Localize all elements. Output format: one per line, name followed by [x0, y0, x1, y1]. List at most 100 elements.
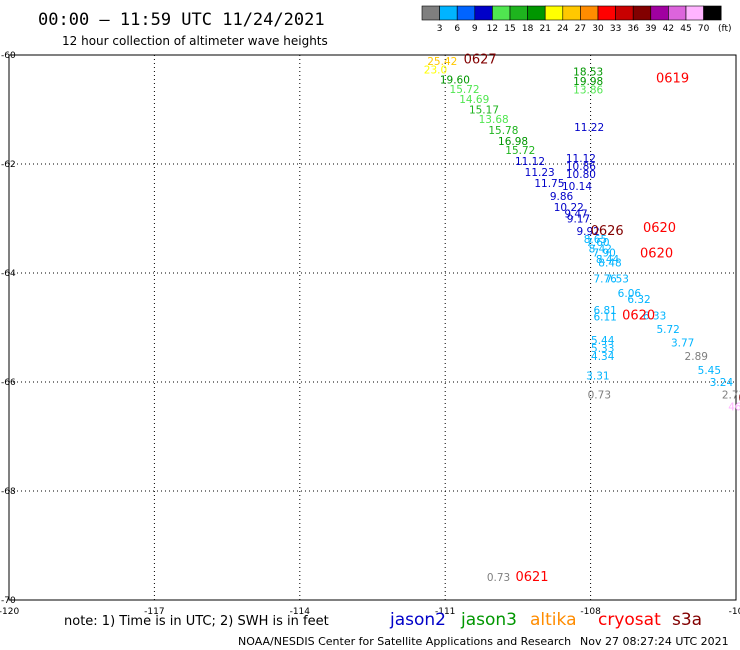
wave-height-value: 46.88 [728, 401, 740, 413]
x-axis-ticks: -120 -117 -114 -111 -108 -10 [0, 607, 740, 617]
y-axis-ticks: -60 -62 -64 -66 -68 -70 [1, 51, 16, 606]
satellite-label-s3a: s3a [672, 610, 702, 630]
legend-swatch [456, 5, 476, 21]
wave-height-value: 6.32 [627, 294, 650, 306]
wave-height-value: 10.22 [554, 202, 584, 214]
legend-swatch [421, 5, 440, 21]
legend-label: 36 [627, 24, 639, 34]
wave-height-value: 5.45 [698, 365, 721, 377]
legend-label: 24 [557, 24, 569, 34]
wave-height-value: 3.77 [671, 338, 694, 350]
wave-height-value: 6.81 [593, 305, 616, 317]
y-tick-label: -66 [1, 378, 16, 388]
legend-label: 27 [575, 24, 586, 34]
legend-swatch [439, 5, 458, 21]
legend-label: 6 [454, 24, 460, 34]
wave-height-value: 11.12 [515, 156, 545, 168]
legend-label: 45 [680, 24, 691, 34]
wave-height-value: 4.34 [591, 351, 615, 363]
wave-height-value: 14.69 [459, 94, 489, 106]
wave-height-value: 19.98 [573, 76, 603, 88]
wave-height-points: 25.4223.019.6015.7214.6915.1713.6815.781… [424, 56, 740, 584]
legend-label: 70 [698, 24, 710, 34]
wave-height-value: 3.31 [586, 370, 609, 382]
wave-height-value: 0.73 [588, 389, 611, 401]
pass-time-label: 0620 [640, 247, 673, 262]
wave-height-value: 7.53 [606, 273, 629, 285]
wave-height-value: 11.75 [534, 178, 564, 190]
pass-time-label: 0620 [643, 221, 676, 236]
pass-time-label: 0 [738, 392, 740, 407]
wave-height-value: 3.24 [710, 377, 734, 389]
x-tick-label: -120 [0, 607, 19, 617]
wave-height-value: 11.23 [525, 167, 555, 179]
legend-swatch [544, 5, 564, 21]
y-tick-label: -60 [1, 51, 16, 61]
satellite-label-jason2: jason2 [389, 610, 446, 630]
x-tick-label: -117 [144, 607, 164, 617]
wave-height-value: 7.76 [593, 273, 617, 285]
wave-height-value: 5.72 [656, 324, 679, 336]
wave-height-value: 9.17 [567, 213, 590, 225]
y-tick-label: -68 [1, 487, 16, 497]
pass-time-label: 0626 [591, 224, 624, 239]
legend-label: 18 [522, 24, 534, 34]
wave-height-value: 6.11 [593, 311, 616, 323]
wave-height-value: 6.06 [618, 288, 642, 300]
wave-height-value: 2.89 [685, 351, 708, 363]
satellite-label-altika: altika [530, 610, 577, 630]
wave-height-value: 19.60 [440, 74, 470, 86]
legend-swatch [509, 5, 528, 21]
wave-height-value: 18.53 [573, 67, 603, 79]
wave-height-value: 15.72 [505, 145, 535, 157]
wave-height-value: 8.42 [589, 243, 612, 255]
pass-time-labels: 0627 0619 0626 0620 0620 0620 0 0621 [464, 53, 740, 585]
footer-credit: NOAA/NESDIS Center for Satellite Applica… [238, 635, 571, 648]
plot-frame [8, 54, 737, 601]
legend-label: 42 [663, 24, 674, 34]
wave-height-value: 6.33 [643, 310, 666, 322]
legend-swatch [580, 5, 599, 21]
legend-swatch [527, 5, 546, 21]
x-tick-label: -111 [435, 607, 455, 617]
legend-label: 30 [592, 24, 604, 34]
wave-height-value: 7.90 [592, 248, 615, 260]
wave-height-value: 9.47 [564, 208, 587, 220]
y-tick-label: -62 [1, 160, 16, 170]
legend-label: 33 [610, 24, 621, 34]
x-tick-label: -10 [729, 607, 740, 617]
plot-area: -120-117-114-111-108-10 -60-62-64-66-68-… [0, 51, 740, 617]
legend-swatch [597, 5, 616, 21]
legend-label: 21 [539, 24, 550, 34]
wave-height-value: 7.60 [586, 237, 609, 249]
legend-unit-label: (ft) [718, 24, 732, 34]
legend-swatch [492, 5, 511, 21]
page-title: 00:00 – 11:59 UTC 11/24/2021 [38, 10, 325, 30]
grid-lines [9, 55, 736, 600]
wave-height-value: 8.65 [584, 234, 607, 246]
legend-swatch [562, 5, 581, 21]
wave-height-value: 9.86 [550, 191, 574, 203]
legend-label: 9 [472, 24, 478, 34]
wave-height-value: 10.86 [566, 161, 596, 173]
legend-label: 12 [487, 24, 498, 34]
satellite-label-jason3: jason3 [460, 610, 517, 630]
page-subtitle: 12 hour collection of altimeter wave hei… [62, 34, 328, 48]
legend-swatch [474, 5, 493, 21]
footer-timestamp: Nov 27 08:27:24 UTC 2021 [580, 635, 729, 648]
legend-label: 15 [504, 24, 515, 34]
color-scale-legend: 3 6 9 12 15 18 21 24 27 30 33 36 39 42 45 70 [421, 5, 722, 34]
pass-time-label: 0627 [464, 53, 497, 68]
legend-label: 39 [645, 24, 657, 34]
legend-swatch [668, 5, 687, 21]
wave-height-value: 11.12 [566, 153, 596, 165]
wave-height-value: 25.42 [427, 56, 457, 68]
wave-height-value: 2.73 [722, 389, 740, 401]
wave-height-value: 13.86 [573, 85, 603, 97]
legend-swatch [615, 5, 634, 21]
wave-height-value: 8.48 [598, 257, 621, 269]
wave-height-value: 5.33 [591, 343, 614, 355]
x-tick-label: -108 [580, 607, 601, 617]
